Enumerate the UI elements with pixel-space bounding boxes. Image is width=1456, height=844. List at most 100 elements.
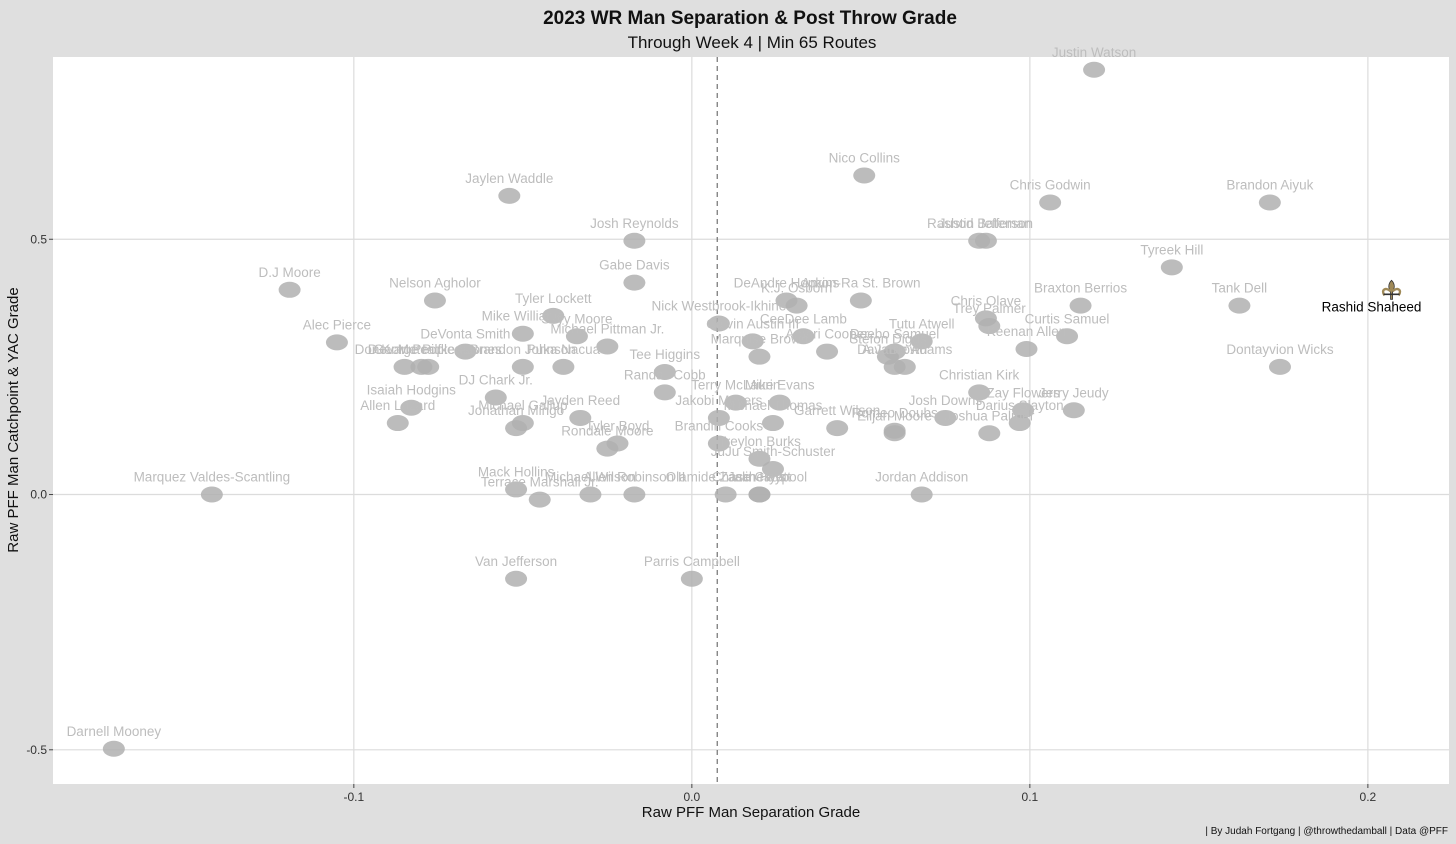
- point-label: Tyreek Hill: [1140, 242, 1203, 257]
- team-logo-marker: [511, 358, 534, 375]
- x-tick-label: 0.2: [1360, 790, 1377, 804]
- point-label: Dontayvion Wicks: [1226, 342, 1334, 357]
- team-logo-marker: [707, 315, 730, 332]
- team-logo-marker: [724, 394, 747, 411]
- point-label: Tee Higgins: [630, 347, 701, 362]
- team-logo-marker: [511, 325, 534, 342]
- point-label: Isaiah Hodgins: [367, 383, 457, 398]
- team-logo-marker: [934, 409, 957, 426]
- team-logo-marker: [761, 461, 784, 478]
- team-logo-marker: [623, 232, 646, 249]
- team-logo-marker: [596, 338, 619, 355]
- point-label: Skyy Moore: [541, 311, 612, 326]
- point-label: Justin Watson: [1052, 45, 1136, 60]
- point-label: Darnell Mooney: [67, 724, 162, 739]
- y-tick-label: 0.0: [30, 488, 47, 502]
- team-logo-marker: [454, 343, 477, 360]
- point-label: Calvin Austin III: [706, 316, 799, 331]
- point-label: Van Jefferson: [475, 554, 557, 569]
- chart-caption: | By Judah Fortgang | @throwthedamball |…: [1205, 826, 1448, 837]
- point-label: George Pickens: [373, 342, 469, 357]
- point-label: Alec Pierce: [303, 317, 371, 332]
- team-logo-marker: [278, 281, 301, 298]
- team-logo-marker: [325, 334, 348, 351]
- team-logo-marker: [816, 343, 839, 360]
- point-label: Braxton Berrios: [1034, 281, 1127, 296]
- point-label: Deebo Samuel: [850, 327, 939, 342]
- point-label: Curtis Samuel: [1025, 311, 1110, 326]
- team-logo-marker: [1062, 402, 1085, 419]
- point-label: Puka Nacua: [527, 342, 601, 357]
- point-label: Justin Jefferson: [939, 216, 1033, 231]
- team-logo-marker: [505, 570, 528, 587]
- team-logo-marker: [707, 435, 730, 452]
- x-tick-label: 0.1: [1022, 790, 1039, 804]
- team-logo-marker: [579, 486, 602, 503]
- team-logo-marker: [484, 389, 507, 406]
- point-label: Olamide Zaccheaus: [666, 470, 786, 485]
- team-logo-marker: [785, 297, 808, 314]
- team-logo-marker: [1069, 297, 1092, 314]
- point-label: Amon-Ra St. Brown: [801, 276, 920, 291]
- point-label: Chris Olave: [951, 293, 1022, 308]
- team-logo-marker: [714, 486, 737, 503]
- team-logo-marker: [978, 425, 1001, 442]
- point-label: Stefon Diggs: [849, 332, 927, 347]
- team-logo-marker: [653, 384, 676, 401]
- point-label: Elijah Moore: [857, 408, 932, 423]
- point-label: K.J. Osborn: [761, 281, 832, 296]
- team-logo-marker: [552, 358, 575, 375]
- team-logo-marker: [748, 486, 771, 503]
- data-labels: Justin Watson Jaylen Waddle Nico Collins Br…: [67, 45, 1422, 739]
- point-label: D.J Moore: [258, 265, 320, 280]
- point-label: Jordan Addison: [875, 470, 968, 485]
- point-label: Gabe Davis: [599, 258, 670, 273]
- point-label: Christian Kirk: [939, 367, 1020, 382]
- team-logo-marker: [542, 307, 565, 324]
- team-logo-marker: [748, 450, 771, 467]
- point-label: Jerry Jeudy: [1039, 385, 1109, 400]
- point-label: DeAndre Hopkins: [734, 276, 840, 291]
- x-tick-label: 0.0: [684, 790, 701, 804]
- point-label: Josh Reynolds: [590, 216, 679, 231]
- point-label: Garrett Wilson: [794, 403, 880, 418]
- point-label: Jalin Hyatt: [728, 470, 791, 485]
- point-label: Terrace Marshall Jr.: [481, 475, 599, 490]
- team-logo-marker: [653, 363, 676, 380]
- chart-title: 2023 WR Man Separation & Post Throw Grad…: [543, 8, 957, 29]
- point-label: Chase Claypool: [712, 470, 807, 485]
- point-label: Treylon Burks: [718, 434, 801, 449]
- y-tick-label: 0.5: [30, 232, 47, 246]
- point-label: D.K. Metcalf: [368, 342, 442, 357]
- team-logo-marker: [978, 318, 1001, 335]
- team-logo-marker: [761, 415, 784, 432]
- x-tick-label: -0.1: [343, 790, 364, 804]
- team-logo-marker: [102, 740, 125, 757]
- point-label: Tyler Lockett: [515, 291, 592, 306]
- point-label: Parris Campbell: [644, 554, 740, 569]
- team-logo-marker: [883, 425, 906, 442]
- team-logo-marker: [498, 187, 521, 204]
- point-label: Amari Cooper: [785, 327, 869, 342]
- team-logo-marker: [849, 292, 872, 309]
- team-logo-marker: [1160, 259, 1183, 276]
- team-logo-marker: [417, 358, 440, 375]
- point-label: Trey Palmer: [953, 301, 1027, 316]
- team-logo-marker: [893, 358, 916, 375]
- point-label: JuJu Smith-Schuster: [711, 444, 836, 459]
- fleur-de-lis-icon: [1388, 279, 1395, 300]
- point-label: CeeDee Lamb: [760, 311, 847, 326]
- team-logo-marker: [200, 486, 223, 503]
- team-logo-marker: [565, 328, 588, 345]
- team-logo-marker: [623, 274, 646, 291]
- point-label: Nick Westbrook-Ikhine: [651, 298, 786, 313]
- point-label: Randall Cobb: [624, 367, 706, 382]
- point-label: Allen Robinson II: [583, 470, 685, 485]
- point-label: DJ Chark Jr.: [459, 373, 533, 388]
- point-label: Zay Flowers: [986, 385, 1060, 400]
- point-label: Romeo Doubs: [852, 406, 939, 421]
- chart-subtitle: Through Week 4 | Min 65 Routes: [628, 33, 877, 52]
- y-axis-label: Raw PFF Man Catchpoint & YAC Grade: [5, 287, 22, 552]
- team-logo-marker: [1083, 61, 1106, 78]
- point-label: Jaylen Waddle: [465, 171, 553, 186]
